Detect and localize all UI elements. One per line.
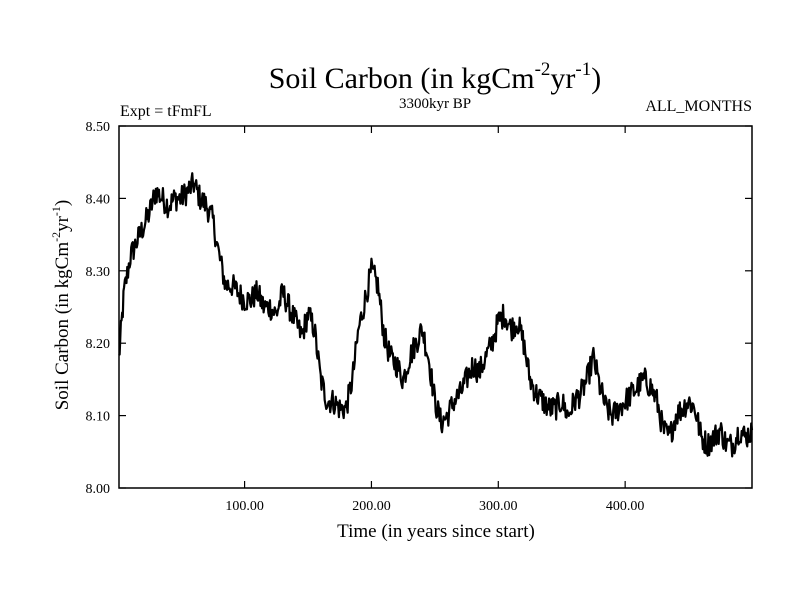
y-tick-label: 8.30 [86, 265, 111, 280]
x-tick-label: 400.00 [606, 499, 645, 514]
experiment-label: Expt = tFmFL [120, 103, 212, 120]
y-tick-label: 8.10 [86, 410, 111, 425]
series-line-soil-carbon [118, 172, 754, 458]
y-tick-label: 8.20 [86, 337, 111, 352]
plot-frame [118, 125, 753, 489]
axis-ticks: 8.00 8.10 8.20 8.30 8.40 8.50 100.00 200.00 300.… [86, 120, 752, 514]
x-tick-label: 200.00 [352, 499, 391, 514]
x-axis-label: Time (in years since start) [337, 521, 535, 542]
y-axis-label: Soil Carbon (in kgCm-2yr-1) [49, 200, 73, 411]
series-group [118, 172, 754, 458]
x-tick-label: 100.00 [225, 499, 264, 514]
y-tick-label: 8.50 [86, 120, 111, 135]
y-tick-label: 8.00 [86, 482, 111, 497]
period-label: 3300kyr BP [399, 96, 471, 112]
months-label: ALL_MONTHS [645, 98, 752, 115]
chart-title: Soil Carbon (in kgCm-2yr-1) [269, 59, 602, 95]
y-tick-label: 8.40 [86, 192, 111, 207]
x-tick-label: 300.00 [479, 499, 518, 514]
